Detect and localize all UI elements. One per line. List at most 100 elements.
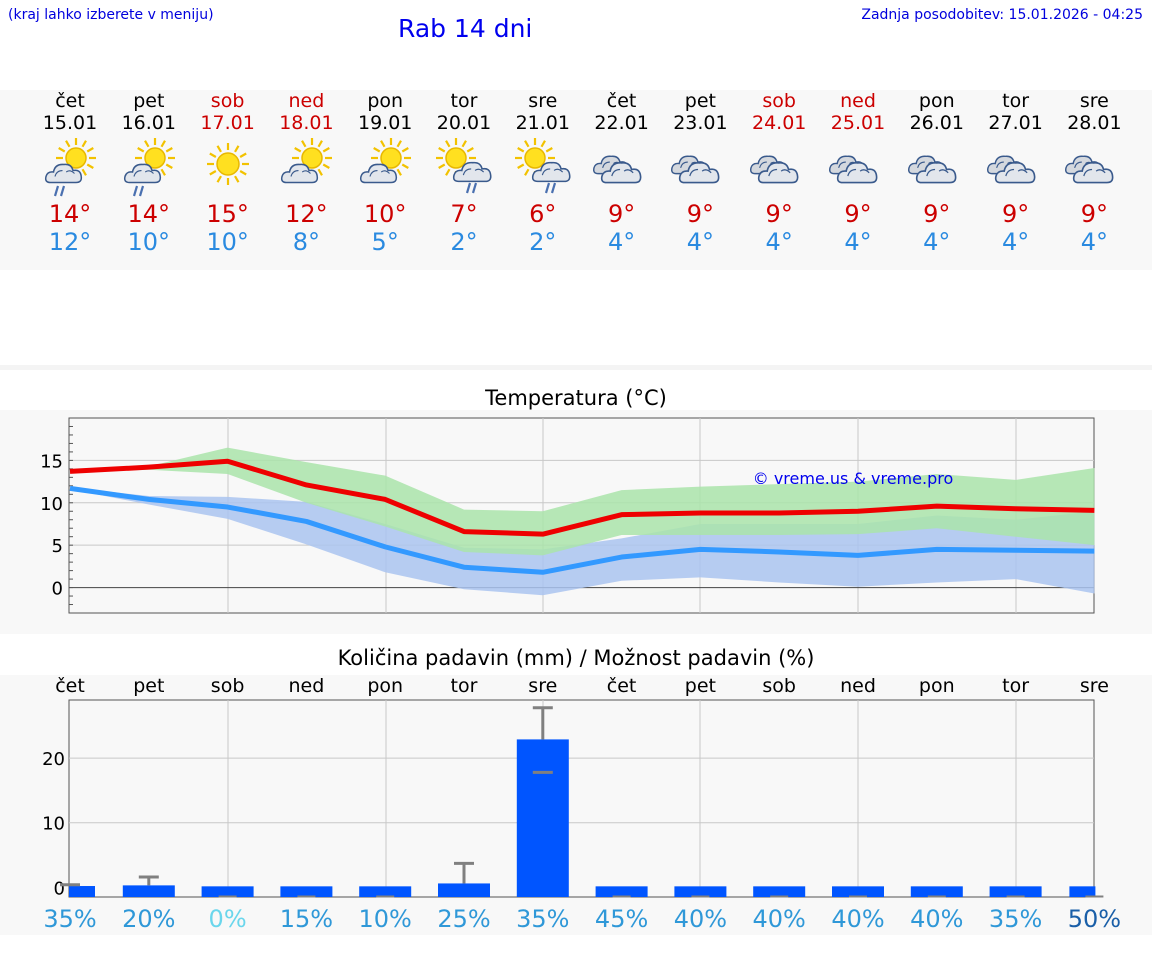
icon-group <box>514 138 571 194</box>
y-tick-label: 10 <box>42 814 65 835</box>
icon-group <box>436 138 492 194</box>
day-column: tor 27.01 9° 4° <box>977 90 1055 256</box>
precip-probability: 35% <box>43 905 96 933</box>
day-date: 18.01 <box>279 112 334 134</box>
icon-group <box>907 155 957 184</box>
cloud-outline <box>281 163 319 184</box>
y-tick-label: 5 <box>52 536 63 557</box>
sun-ray <box>445 168 451 176</box>
cloud-outline <box>600 162 642 184</box>
sun-ray <box>401 163 410 169</box>
min-temp-band <box>70 487 1095 596</box>
sun-ray <box>160 168 166 176</box>
partly-sunny-icon <box>281 138 333 184</box>
cloud-detail <box>462 168 485 176</box>
day-label: čet <box>607 675 637 697</box>
min-temp: 10° <box>206 228 249 256</box>
day-name: sob <box>210 90 245 112</box>
cloud-outline <box>1073 162 1114 184</box>
cloud-outline <box>360 163 398 184</box>
sun-ray <box>396 168 403 176</box>
y-tick-label: 0 <box>52 579 63 600</box>
sun-disc <box>524 147 546 169</box>
cloud-outline <box>836 162 878 184</box>
cloud-outline <box>915 162 957 184</box>
precipitation-chart-panel: 0 10 20 čet 35% pet 20% sob 0% ned 15% pon 10% tor 25%… <box>0 675 1152 935</box>
max-temp: 9° <box>1080 200 1109 228</box>
sun-disc <box>380 147 402 169</box>
cloud-detail <box>926 168 949 177</box>
day-column: pon 26.01 9° 4° <box>898 90 976 256</box>
day-label: tor <box>1002 675 1029 697</box>
sun-ray <box>58 147 66 153</box>
precip-bar <box>359 886 412 897</box>
day-date: 24.01 <box>751 112 807 134</box>
cloud-outline <box>123 163 161 184</box>
cloud-detail <box>54 169 75 177</box>
sun-ray <box>438 163 446 169</box>
cloud-icon <box>592 155 642 184</box>
sun-ray <box>160 140 166 148</box>
precipitation-chart: 0 10 20 čet 35% pet 20% sob 0% ned 15% pon 10% tor 25%… <box>42 675 1121 933</box>
day-date: 26.01 <box>909 112 964 134</box>
sun-ray <box>516 163 525 169</box>
rain-drop <box>59 185 66 197</box>
cloud-icon <box>907 155 957 184</box>
day-date: 16.01 <box>121 112 176 134</box>
sun-ray <box>523 168 530 176</box>
min-temp: 4° <box>844 228 872 256</box>
precip-probability: 40% <box>753 905 806 933</box>
last-updated: Zadnja posodobitev: 15.01.2026 - 04:25 <box>861 7 1143 23</box>
day-label: sre <box>528 675 557 697</box>
rain-drop <box>138 185 144 197</box>
precip-probability: 45% <box>595 905 648 933</box>
min-temp: 2° <box>450 228 478 256</box>
cloud-icon <box>671 155 720 184</box>
day-label: čet <box>55 675 85 697</box>
min-temp: 4° <box>1001 228 1030 256</box>
temperature-chart-panel: 0 5 10 15 © vreme.us & vreme.pro <box>0 410 1152 634</box>
icon-group <box>281 138 333 184</box>
sun-ray <box>165 147 173 153</box>
cloud-shape <box>531 161 571 183</box>
cloud-outline <box>531 161 571 183</box>
max-temp: 7° <box>450 200 478 228</box>
day-date: 22.01 <box>594 112 649 134</box>
precip-probability: 15% <box>280 905 333 933</box>
precip-probability: 0% <box>209 905 247 933</box>
sun-disc <box>65 147 87 169</box>
page-title: Rab 14 dni <box>398 14 533 43</box>
sun-ray <box>317 140 324 148</box>
max-temp-line <box>69 458 1095 537</box>
day-label: pon <box>367 675 403 697</box>
day-date: 19.01 <box>357 112 413 134</box>
day-label: sre <box>1080 675 1109 697</box>
cloud-detail <box>1083 168 1106 177</box>
precip-probability: 35% <box>989 905 1042 933</box>
rain-drop <box>550 182 556 194</box>
precip-bar <box>832 886 884 897</box>
precip-bar <box>989 886 1042 897</box>
day-name: ned <box>288 90 325 112</box>
cloud-detail <box>847 168 870 177</box>
min-temp: 4° <box>923 228 951 256</box>
precip-bar <box>1069 886 1096 897</box>
min-temp: 8° <box>292 228 321 256</box>
day-date: 25.01 <box>830 112 886 134</box>
location-hint[interactable]: (kraj lahko izberete v meniju) <box>8 7 214 23</box>
day-label: pet <box>133 675 164 697</box>
sun-ray <box>401 147 410 153</box>
day-name: pet <box>684 90 716 112</box>
day-name: sob <box>762 90 796 112</box>
day-label: pon <box>919 675 955 697</box>
day-column: ned 18.01 12° 8° <box>267 90 345 256</box>
min-temp: 5° <box>371 228 399 256</box>
precip-bar <box>595 886 648 897</box>
cloud-shape <box>360 163 398 184</box>
sun-ray <box>208 170 217 176</box>
icon-group <box>592 155 642 184</box>
sun-ray <box>466 147 474 153</box>
sun-cloud-rain-icon <box>514 138 571 194</box>
cloud-detail <box>290 169 312 177</box>
precip-probability: 40% <box>674 905 727 933</box>
